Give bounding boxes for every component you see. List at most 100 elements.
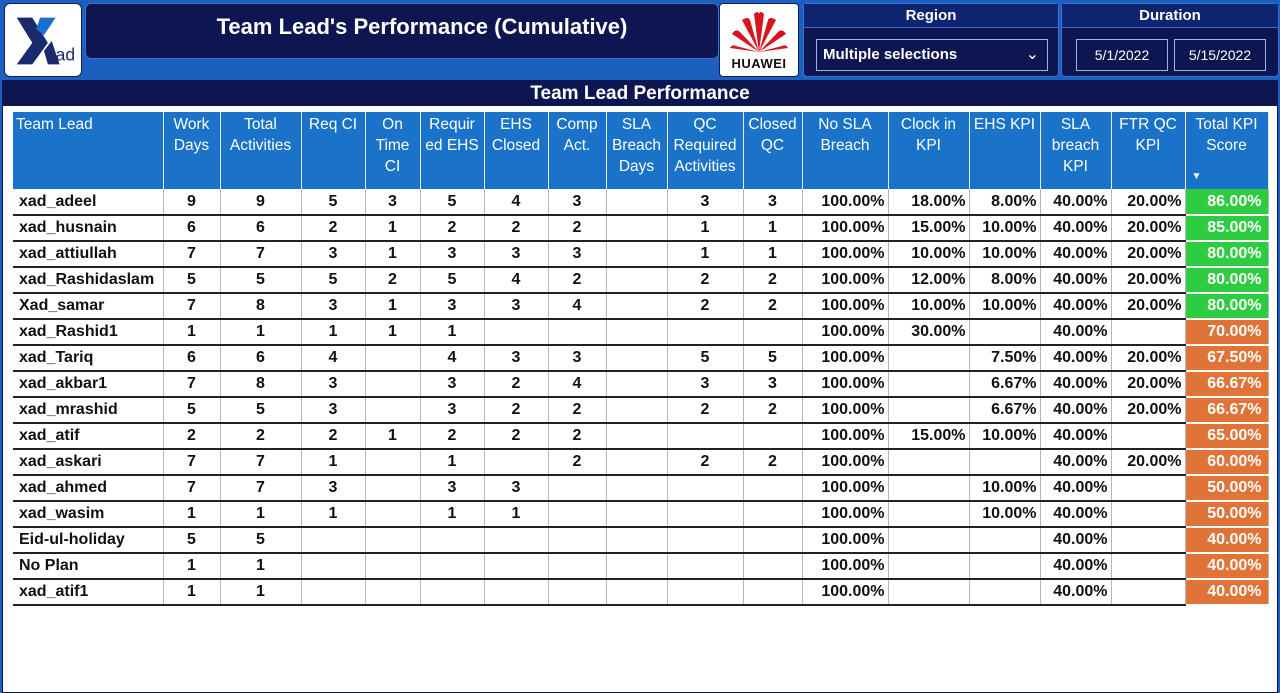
table-cell: 1 xyxy=(163,553,221,580)
table-cell: 7 xyxy=(163,371,221,398)
table-cell: 4 xyxy=(301,345,366,372)
table-row[interactable]: xad_adeel 9 9 5 3 5 4 3 3 3 100.00% 18.00% 8.00% 40.0… xyxy=(13,189,1269,216)
table-cell xyxy=(606,267,668,294)
column-header-sorted[interactable]: Total KPI Score ▼ xyxy=(1185,112,1269,189)
table-cell: 2 xyxy=(548,397,607,424)
table-row[interactable]: Eid-ul-holiday 5 5 100.00% 40.00% 40.00% xyxy=(13,527,1269,554)
team-lead-name: xad_husnain xyxy=(13,215,164,242)
table-cell: 7 xyxy=(220,241,302,268)
column-header[interactable]: EHS Closed xyxy=(484,112,549,189)
table-cell: 30.00% xyxy=(888,319,970,346)
table-cell: 20.00% xyxy=(1111,241,1186,268)
column-header[interactable]: Work Days xyxy=(163,112,221,189)
table-row[interactable]: Xad_samar 7 8 3 1 3 3 4 2 2 100.00% 10.00% 10.00% 40.… xyxy=(13,293,1269,320)
column-header[interactable]: On Time CI xyxy=(365,112,421,189)
table-cell: 3 xyxy=(301,475,366,502)
table-cell: 9 xyxy=(163,189,221,216)
table-cell: 6 xyxy=(163,345,221,372)
table-cell: 3 xyxy=(484,241,549,268)
table-cell: 40.00% xyxy=(1040,371,1112,398)
table-cell: 5 xyxy=(220,527,302,554)
column-header[interactable]: Closed QC xyxy=(743,112,803,189)
table-cell: 40.00% xyxy=(1040,345,1112,372)
chevron-down-icon: ⌄ xyxy=(1025,46,1039,63)
column-header[interactable]: Total Activities xyxy=(220,112,302,189)
table-cell xyxy=(365,475,421,502)
table-row[interactable]: xad_Rashid1 1 1 1 1 1 100.00% 30.00% 40.00% 70.00… xyxy=(13,319,1269,346)
table-cell: 40.00% xyxy=(1040,241,1112,268)
table-cell: 8.00% xyxy=(969,267,1041,294)
table-row[interactable]: xad_attiullah 7 7 3 1 3 3 3 1 1 100.00% 10.00% 10.00… xyxy=(13,241,1269,268)
table-cell xyxy=(301,527,366,554)
column-header[interactable]: No SLA Breach xyxy=(802,112,889,189)
column-header[interactable]: Team Lead xyxy=(13,112,164,189)
table-cell: 5 xyxy=(301,267,366,294)
table-cell: 7 xyxy=(163,449,221,476)
table-row[interactable]: xad_ahmed 7 7 3 3 3 100.00% 10.00% 40.00% 50.00% xyxy=(13,475,1269,502)
region-dropdown[interactable]: Multiple selections ⌄ xyxy=(816,39,1048,71)
table-cell: 40.00% xyxy=(1040,527,1112,554)
table-cell xyxy=(548,319,607,346)
table-cell: 100.00% xyxy=(802,501,889,528)
table-cell: 6.67% xyxy=(969,371,1041,398)
table-cell xyxy=(365,371,421,398)
column-header[interactable]: Comp Act. xyxy=(548,112,607,189)
table-cell xyxy=(606,293,668,320)
table-row[interactable]: xad_wasim 1 1 1 1 1 100.00% 10.00% 40.00% 50.00% xyxy=(13,501,1269,528)
table-cell: 1 xyxy=(420,319,485,346)
column-header[interactable]: SLA breach KPI xyxy=(1040,112,1112,189)
team-lead-name: xad_Rashid1 xyxy=(13,319,164,346)
table-cell: 1 xyxy=(163,579,221,606)
column-header[interactable]: Clock in KPI xyxy=(888,112,970,189)
table-cell xyxy=(484,527,549,554)
total-kpi-score: 66.67% xyxy=(1185,397,1269,424)
column-header[interactable]: EHS KPI xyxy=(969,112,1041,189)
table-cell: 100.00% xyxy=(802,449,889,476)
column-header[interactable]: Req CI xyxy=(301,112,366,189)
team-lead-name: xad_mrashid xyxy=(13,397,164,424)
table-cell: 100.00% xyxy=(802,267,889,294)
table-cell: 3 xyxy=(743,189,803,216)
table-cell xyxy=(969,527,1041,554)
table-row[interactable]: xad_Rashidaslam 5 5 5 2 5 4 2 2 2 100.00% 12.00% 8.0… xyxy=(13,267,1269,294)
table-row[interactable]: xad_atif 2 2 2 1 2 2 2 100.00% 15.00% 10.00% 40.00%… xyxy=(13,423,1269,450)
total-kpi-score: 40.00% xyxy=(1185,527,1269,554)
column-header[interactable]: QC Required Activities xyxy=(667,112,744,189)
duration-label: Duration xyxy=(1062,4,1278,28)
table-cell: 100.00% xyxy=(802,345,889,372)
table-cell xyxy=(606,397,668,424)
table-cell: 3 xyxy=(420,371,485,398)
column-header[interactable]: SLA Breach Days xyxy=(606,112,668,189)
table-cell: 7.50% xyxy=(969,345,1041,372)
column-header[interactable]: Requir ed EHS xyxy=(420,112,485,189)
table-row[interactable]: xad_husnain 6 6 2 1 2 2 2 1 1 100.00% 15.00% 10.00% 4… xyxy=(13,215,1269,242)
table-row[interactable]: xad_akbar1 7 8 3 3 2 4 3 3 100.00% 6.67% 40.00% 20.0… xyxy=(13,371,1269,398)
table-cell xyxy=(667,579,744,606)
table-cell: 10.00% xyxy=(969,501,1041,528)
table-cell: 7 xyxy=(163,475,221,502)
table-cell: 3 xyxy=(484,293,549,320)
table-row[interactable]: xad_mrashid 5 5 3 3 2 2 2 2 100.00% 6.67% 40.00% 20.… xyxy=(13,397,1269,424)
table-cell: 100.00% xyxy=(802,241,889,268)
column-header[interactable]: FTR QC KPI xyxy=(1111,112,1186,189)
table-cell: 2 xyxy=(163,423,221,450)
end-date-input[interactable]: 5/15/2022 xyxy=(1174,39,1266,71)
table-cell xyxy=(606,579,668,606)
table-cell xyxy=(606,527,668,554)
table-cell: 4 xyxy=(484,189,549,216)
table-row[interactable]: No Plan 1 1 100.00% 40.00% 40.00% xyxy=(13,553,1269,580)
table-cell: 20.00% xyxy=(1111,215,1186,242)
table-row[interactable]: xad_Tariq 6 6 4 4 3 3 5 5 100.00% 7.50% 40.00% 20.00… xyxy=(13,345,1269,372)
table-cell: 4 xyxy=(548,293,607,320)
table-row[interactable]: xad_atif1 1 1 100.00% 40.00% 40.00% xyxy=(13,579,1269,606)
total-kpi-score: 85.00% xyxy=(1185,215,1269,242)
table-cell: 3 xyxy=(420,397,485,424)
table-cell xyxy=(420,553,485,580)
table-row[interactable]: xad_askari 7 7 1 1 2 2 2 100.00% 40.00% 20.00% 60.0… xyxy=(13,449,1269,476)
table-cell: 1 xyxy=(420,501,485,528)
table-cell: 2 xyxy=(548,267,607,294)
table-cell: 100.00% xyxy=(802,553,889,580)
table-cell: 2 xyxy=(548,423,607,450)
table-cell xyxy=(420,527,485,554)
start-date-input[interactable]: 5/1/2022 xyxy=(1076,39,1168,71)
